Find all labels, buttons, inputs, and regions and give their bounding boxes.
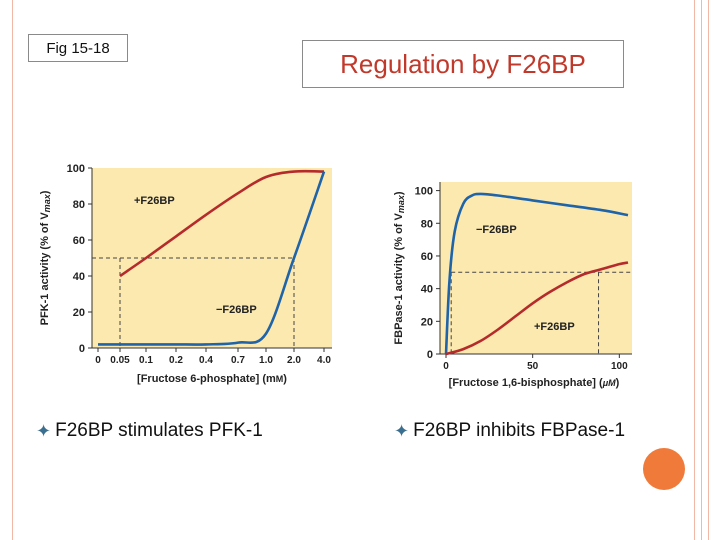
slide-title: Regulation by F26BP [302,40,624,88]
x-tick-label: 0.05 [110,355,130,366]
fbpase1-activity-chart: 0 20 40 60 80 100 0 50 100 −F26BP +F26BP FBPase… [393,182,632,389]
y-tick-label: 0 [427,349,433,361]
x-tick-label: 0.4 [199,355,213,366]
y-tick-label: 100 [415,186,433,198]
decorative-circle [643,448,685,490]
x-tick-label: 0 [443,361,449,372]
x-tick-label: 2.0 [287,355,301,366]
series-label-minus-f26bp: −F26BP [216,304,257,316]
x-tick-label: 1.0 [259,355,273,366]
x-tick-label: 0 [95,355,101,366]
border-line-right-2 [701,0,702,540]
y-tick-label: 60 [73,235,85,247]
x-tick-label: 4.0 [317,355,331,366]
series-label-minus-f26bp: −F26BP [476,224,517,236]
x-tick-label: 0.7 [231,355,245,366]
series-line-plus-f26bp [119,169,325,278]
y-tick-label: 80 [421,218,433,230]
bullet-left: ✦ F26BP stimulates PFK-1 [36,420,263,442]
series-label-plus-f26bp: +F26BP [134,195,175,207]
series-line-plus-f26bp [445,261,629,356]
x-tick-label: 0.2 [169,355,183,366]
x-axis-label: [Fructose 1,6-bisphosphate] (μM) [449,377,620,389]
series-line-minus-f26bp [444,192,629,355]
figure-label: Fig 15-18 [28,34,128,62]
bullet-left-text: F26BP stimulates PFK-1 [55,420,263,441]
y-tick-label: 40 [421,284,433,296]
x-tick-label: 100 [611,361,628,372]
series-line-minus-f26bp [97,171,326,346]
x-axis-label: [Fructose 6-phosphate] (mM) [137,373,287,385]
y-tick-label: 80 [73,199,85,211]
x-tick-label: 0.1 [139,355,153,366]
series-label-plus-f26bp: +F26BP [534,321,575,333]
star-bullet-icon: ✦ [36,420,52,441]
y-tick-label: 60 [421,251,433,263]
border-line-right-3 [708,0,709,540]
y-tick-label: 40 [73,271,85,283]
y-tick-label: 0 [79,343,85,355]
border-line-left [12,0,13,540]
y-tick-label: 20 [73,307,85,319]
y-tick-label: 100 [67,163,85,175]
bullet-right-text: F26BP inhibits FBPase-1 [413,420,626,441]
y-axis-label: FBPase-1 activity (% of Vmax) [393,191,406,344]
y-axis-label: PFK-1 activity (% of Vmax) [39,190,52,325]
star-bullet-icon: ✦ [394,420,410,441]
x-tick-label: 50 [527,361,539,372]
y-tick-label: 20 [421,316,433,328]
bullet-right: ✦ F26BP inhibits FBPase-1 [394,420,625,442]
border-line-right-1 [694,0,695,540]
